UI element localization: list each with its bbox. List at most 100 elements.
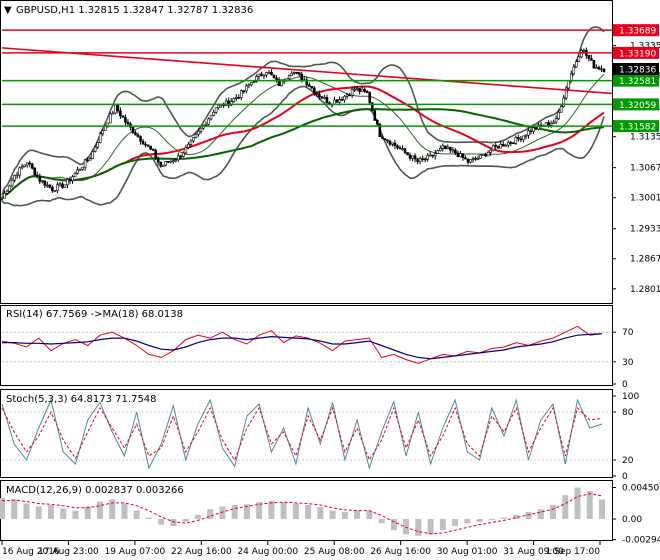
price-level-tag — [613, 98, 659, 111]
macd-histogram-bar — [158, 519, 165, 525]
candle-body — [318, 93, 321, 98]
macd-histogram-bar — [599, 499, 605, 519]
macd-histogram-bar — [341, 512, 348, 519]
candle-body — [93, 146, 97, 152]
candle-body — [514, 137, 518, 144]
osc-ytick-label: 0 — [622, 472, 628, 482]
candle-body — [554, 118, 558, 123]
candle-body — [257, 73, 261, 77]
candle-body — [63, 184, 67, 188]
candle-body — [146, 144, 150, 147]
price-layer — [0, 26, 613, 207]
candle-body — [187, 143, 190, 148]
candle-body — [444, 145, 447, 150]
macd-histogram-bar — [109, 499, 116, 519]
candle-body — [166, 161, 170, 163]
candle-body — [214, 107, 218, 113]
price-level-tag — [613, 24, 659, 37]
candle-body — [66, 178, 69, 186]
current-price-tag — [613, 63, 659, 76]
candle-body — [418, 158, 422, 163]
candle-body — [413, 155, 417, 160]
candle-body — [564, 87, 568, 99]
xtick-label: 26 Aug 16:00 — [370, 547, 431, 557]
candle-body — [476, 158, 480, 160]
stoch-panel[interactable] — [0, 389, 613, 478]
candle-body — [28, 162, 32, 165]
candle-body — [76, 169, 79, 174]
stoch-title: Stoch(5,3,3) 64.8173 71.7548 — [6, 394, 157, 405]
candle-body — [376, 120, 379, 125]
candle-body — [471, 158, 475, 160]
macd-histogram-bar — [366, 510, 373, 519]
candle-body — [43, 180, 47, 186]
candle-body — [315, 92, 319, 95]
candle-body — [527, 130, 530, 136]
candle-body — [174, 159, 178, 162]
candle-body — [433, 153, 437, 157]
candle-body — [577, 56, 581, 62]
candle-body — [411, 155, 414, 159]
candle-body — [86, 159, 89, 162]
candle-body — [20, 166, 24, 169]
rsi-ma-line — [2, 333, 603, 360]
xtick-label: 17 Aug 23:00 — [38, 547, 99, 557]
candle-body — [139, 136, 142, 142]
candle-body — [272, 74, 276, 79]
candle-body — [242, 90, 246, 93]
candle-body — [587, 55, 591, 59]
osc-ytick-label: 0.00 — [622, 515, 642, 525]
candle-body — [486, 152, 490, 157]
candle-body — [73, 172, 77, 178]
candle-body — [91, 151, 94, 159]
candle-body — [149, 145, 152, 150]
rsi-panel[interactable] — [0, 305, 613, 386]
candle-body — [600, 68, 603, 71]
macd-histogram-bar — [84, 506, 91, 519]
candle-body — [48, 184, 52, 188]
candle-body — [532, 127, 535, 132]
macd-histogram-bar — [231, 505, 238, 519]
macd-histogram-bar — [145, 517, 152, 519]
candle-body — [381, 136, 384, 139]
macd-histogram-bar — [280, 502, 287, 519]
candle-body — [386, 139, 389, 142]
candle-body — [159, 161, 162, 167]
macd-histogram-bar — [586, 491, 593, 519]
candle-body — [239, 90, 243, 98]
candle-body — [451, 149, 455, 152]
candle-body — [391, 142, 394, 145]
candle-body — [58, 183, 62, 186]
candle-body — [368, 92, 372, 104]
price-panel[interactable] — [0, 0, 613, 304]
candle-body — [461, 153, 465, 159]
macd-histogram-bar — [0, 498, 5, 519]
candle-body — [207, 118, 210, 125]
candle-body — [574, 61, 578, 68]
candle-body — [78, 169, 82, 171]
candle-body — [567, 80, 571, 89]
candle-body — [13, 175, 16, 181]
candle-body — [323, 96, 326, 99]
xtick-label: 30 Aug 01:00 — [437, 547, 498, 557]
candle-body — [481, 153, 485, 156]
candle-body — [469, 159, 472, 163]
candle-body — [212, 111, 215, 116]
trend-line[interactable] — [1, 47, 613, 95]
candle-body — [320, 96, 324, 99]
candle-body — [307, 84, 311, 87]
candle-body — [88, 158, 92, 161]
candle-body — [35, 174, 39, 177]
candle-body — [199, 127, 203, 132]
candle-body — [519, 138, 523, 141]
macd-histogram-bar — [562, 495, 569, 519]
candle-body — [506, 142, 510, 146]
candle-body — [275, 77, 278, 80]
candle-body — [401, 148, 404, 150]
candle-body — [245, 85, 248, 92]
candle-body — [189, 140, 193, 145]
candle-body — [305, 79, 309, 86]
candle-body — [194, 133, 198, 138]
candle-body — [582, 49, 586, 52]
